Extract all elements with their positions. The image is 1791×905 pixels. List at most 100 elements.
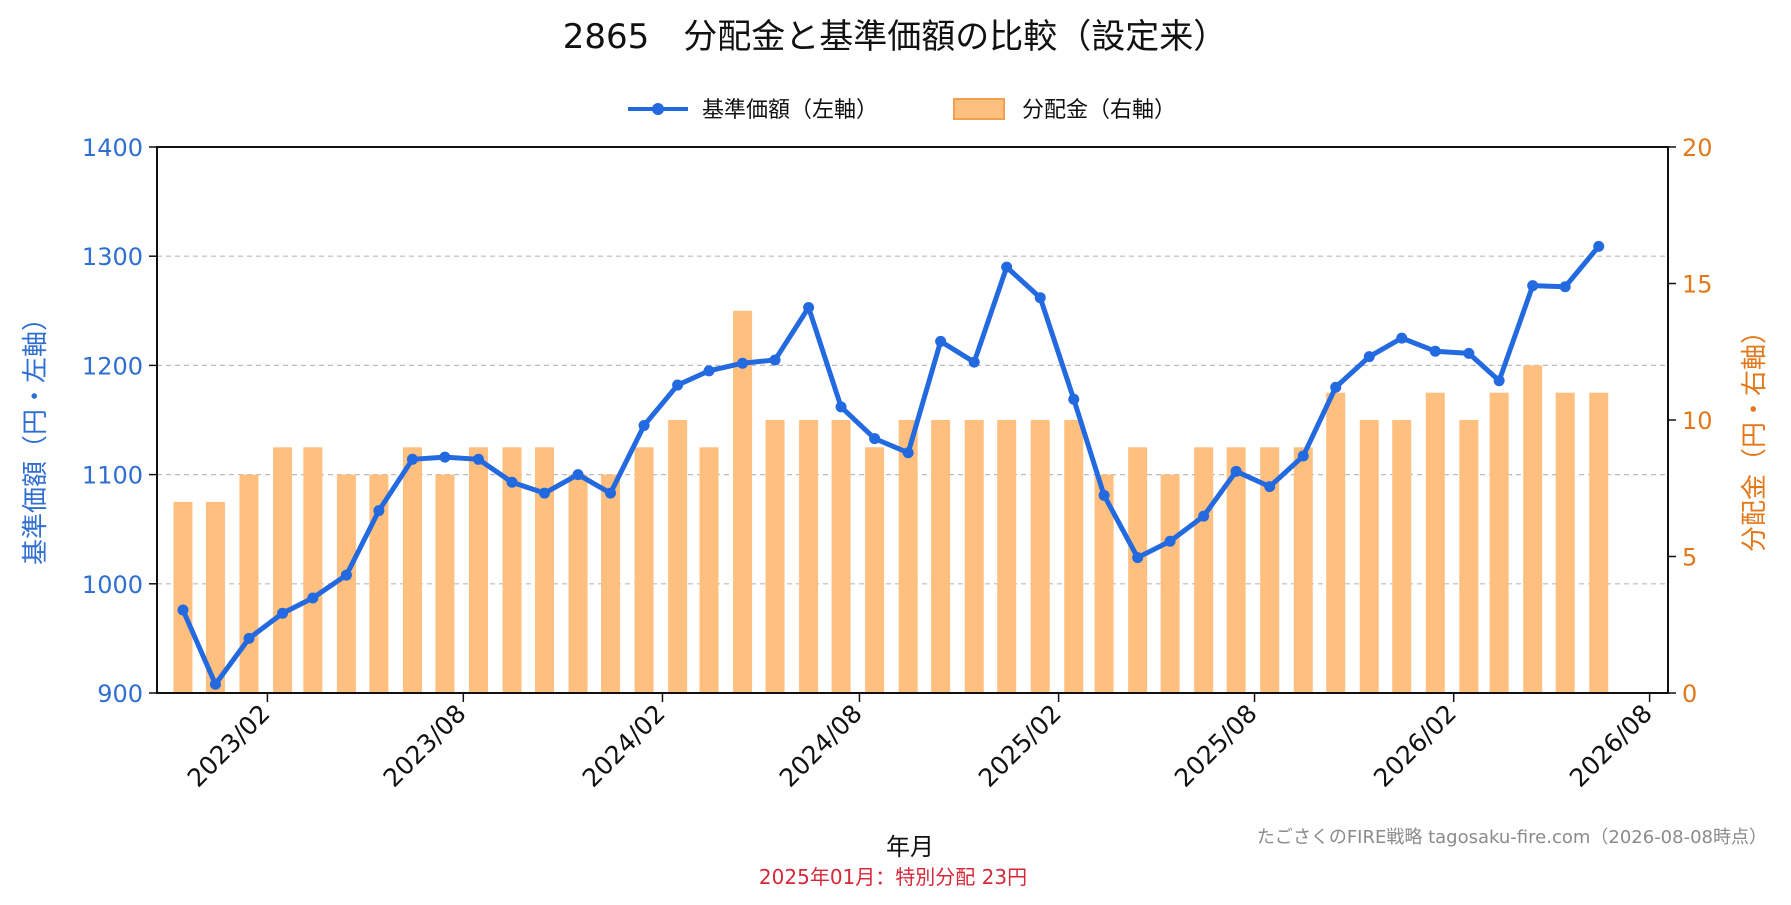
nav-point — [1098, 489, 1110, 501]
distribution-bar — [733, 310, 753, 693]
legend-line-marker — [652, 103, 664, 115]
nav-point — [835, 401, 847, 413]
right-tick-label: 10 — [1682, 407, 1713, 435]
x-tick-label: 2026/08 — [1564, 699, 1658, 793]
distribution-bar — [1094, 474, 1114, 693]
nav-point — [1034, 292, 1046, 304]
nav-point — [538, 487, 550, 499]
distribution-bar — [369, 474, 389, 693]
nav-point — [869, 433, 881, 445]
nav-point — [1429, 345, 1441, 357]
nav-point — [638, 419, 650, 431]
nav-point — [1164, 535, 1176, 547]
nav-point — [703, 365, 715, 377]
distribution-bar — [1359, 420, 1379, 693]
nav-point — [406, 453, 418, 465]
distribution-bar — [1226, 447, 1246, 693]
distribution-bar — [865, 447, 885, 693]
distribution-bar — [568, 474, 588, 693]
x-tick-label: 2024/02 — [577, 699, 671, 793]
nav-point — [1264, 481, 1276, 493]
nav-point — [769, 354, 781, 366]
distribution-bar — [1425, 392, 1445, 693]
right-tick-label: 20 — [1682, 134, 1713, 162]
left-tick-label: 1400 — [82, 134, 143, 162]
nav-point — [902, 447, 914, 459]
distribution-bar — [402, 447, 422, 693]
distribution-bar — [765, 420, 785, 693]
nav-point — [968, 356, 980, 368]
distribution-bar — [273, 447, 293, 693]
nav-line-series — [177, 240, 1605, 690]
x-tick-label: 2023/08 — [378, 699, 472, 793]
distribution-bar — [1293, 447, 1313, 693]
nav-point — [1198, 510, 1210, 522]
right-tick-label: 5 — [1682, 544, 1697, 572]
distribution-bar — [831, 420, 851, 693]
left-tick-label: 1000 — [82, 571, 143, 599]
chart-title: 2865 分配金と基準価額の比較（設定来） — [563, 17, 1228, 57]
distribution-bar — [1064, 420, 1084, 693]
distribution-bar — [1555, 392, 1575, 693]
distribution-bar — [336, 474, 356, 693]
distribution-bar — [205, 501, 225, 693]
nav-point — [672, 379, 684, 391]
distribution-bar — [668, 420, 688, 693]
x-axis-ticks: 2023/02 2023/08 2024/02 2024/08 2025/02 2025/… — [182, 693, 1658, 793]
distribution-bar — [1489, 392, 1509, 693]
nav-point — [277, 607, 289, 619]
distribution-bar — [1459, 420, 1479, 693]
source-watermark: たごさくのFIRE戦略 tagosaku-fire.com（2026-08-08… — [1257, 827, 1767, 848]
nav-point — [1396, 332, 1408, 344]
nav-point — [209, 678, 221, 690]
right-axis-label: 分配金（円・右軸） — [1740, 318, 1770, 552]
nav-point — [1559, 281, 1571, 293]
distribution-bar — [173, 501, 193, 693]
x-tick-label: 2024/08 — [774, 699, 868, 793]
right-axis-ticks: 0 5 10 15 20 — [1668, 134, 1713, 708]
nav-point — [1001, 261, 1013, 273]
distribution-bar — [997, 420, 1017, 693]
distribution-bars — [173, 310, 1609, 693]
nav-point — [1593, 240, 1605, 252]
distribution-bar — [964, 420, 984, 693]
distribution-bar — [699, 447, 719, 693]
distribution-bar — [435, 474, 455, 693]
distribution-bar — [239, 474, 259, 693]
legend: 基準価額（左軸） 分配金（右軸） — [628, 98, 1176, 123]
distribution-bar — [1194, 447, 1214, 693]
right-tick-label: 15 — [1682, 271, 1713, 299]
distribution-bar — [1326, 392, 1346, 693]
nav-point — [1527, 280, 1539, 292]
nav-point — [1068, 393, 1080, 405]
x-axis-label: 年月 — [886, 833, 934, 861]
x-tick-label: 2025/08 — [1169, 699, 1263, 793]
special-distribution-note: 2025年01月：特別分配 23円 — [759, 865, 1027, 889]
left-tick-label: 1100 — [82, 462, 143, 490]
nav-point — [243, 632, 255, 644]
nav-point — [803, 302, 815, 314]
nav-point — [1230, 465, 1242, 477]
distribution-bar — [1589, 392, 1609, 693]
nav-point — [737, 357, 749, 369]
distribution-bar — [502, 447, 522, 693]
nav-point — [373, 505, 385, 517]
nav-point — [1132, 552, 1144, 564]
x-tick-label: 2023/02 — [182, 699, 276, 793]
nav-point — [935, 335, 947, 347]
x-tick-label: 2026/02 — [1368, 699, 1462, 793]
x-tick-label: 2025/02 — [973, 699, 1067, 793]
distribution-bar — [468, 447, 488, 693]
nav-point — [1297, 450, 1309, 462]
legend-bar-swatch — [953, 98, 1005, 120]
left-axis-ticks: 900 1000 1100 1200 1300 1400 — [82, 134, 157, 708]
nav-point — [605, 487, 617, 499]
distribution-bar — [634, 447, 654, 693]
distribution-bar — [1260, 447, 1280, 693]
distribution-bar — [1523, 365, 1543, 693]
nav-point — [177, 604, 189, 616]
distribution-bar — [1160, 474, 1180, 693]
nav-point — [307, 592, 319, 604]
nav-point — [1493, 375, 1505, 387]
